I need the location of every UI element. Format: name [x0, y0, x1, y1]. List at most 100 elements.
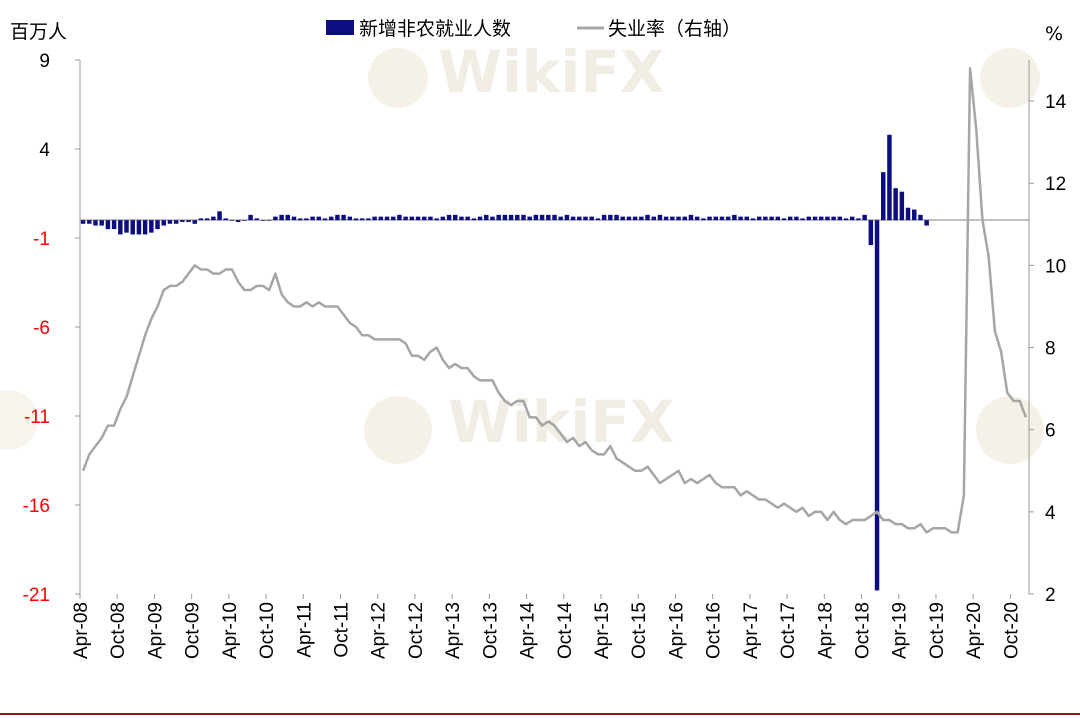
bar: [868, 220, 874, 246]
bar: [918, 214, 923, 221]
bar: [484, 214, 489, 221]
bar: [254, 218, 260, 221]
bar: [645, 214, 650, 221]
x-tick-label: Apr-12: [369, 602, 390, 659]
bar: [335, 214, 340, 221]
bar: [502, 214, 508, 221]
bar: [384, 216, 390, 221]
bar: [899, 191, 905, 221]
bar: [279, 214, 284, 221]
bar: [80, 220, 86, 224]
bar: [310, 216, 315, 221]
bar: [632, 216, 638, 221]
bar: [328, 216, 334, 221]
left-axis-unit: 百万人: [10, 21, 67, 43]
bar: [155, 220, 160, 230]
bar: [490, 216, 495, 221]
left-axis-ticks: 9 4 -1 -6 -11 -16 -21: [23, 51, 80, 606]
bar: [862, 214, 867, 221]
bar: [347, 216, 353, 221]
bar: [149, 220, 154, 233]
bar: [614, 214, 619, 221]
bar: [806, 216, 812, 221]
x-tick-label: Apr-17: [741, 602, 762, 659]
bar: [601, 214, 607, 221]
legend: 新增非农就业人数 失业率（右轴）: [326, 18, 741, 40]
bar: [825, 216, 830, 221]
bar: [725, 216, 731, 221]
bar: [893, 188, 898, 221]
bar: [713, 216, 719, 221]
bar: [260, 220, 266, 221]
bar: [732, 214, 737, 221]
bar: [198, 218, 204, 221]
bar: [409, 216, 415, 221]
x-tick-label: Apr-20: [964, 602, 985, 659]
bar: [359, 218, 365, 221]
x-tick-label: Oct-09: [183, 602, 204, 659]
bar: [453, 214, 458, 221]
bar: [831, 216, 836, 221]
x-tick-label: Oct-10: [257, 602, 278, 659]
bar: [670, 216, 675, 221]
x-tick-label: Apr-13: [443, 602, 464, 659]
bar: [676, 216, 681, 221]
bar: [235, 220, 241, 222]
bar: [304, 218, 309, 221]
bar: [763, 216, 768, 221]
right-axis-unit: %: [1045, 23, 1063, 45]
bar: [521, 214, 526, 221]
bar: [769, 216, 774, 221]
bar: [440, 216, 446, 221]
legend-line-label: 失业率（右轴）: [608, 18, 741, 40]
bar: [378, 216, 384, 221]
bar: [589, 216, 594, 221]
bar: [881, 172, 886, 221]
bar: [608, 214, 613, 221]
bar: [639, 216, 644, 221]
bar: [291, 216, 297, 221]
bar: [787, 216, 793, 221]
bar: [111, 220, 117, 230]
bar: [515, 214, 520, 221]
bar: [738, 216, 743, 221]
x-tick-label: Apr-08: [71, 602, 92, 659]
bar: [924, 220, 929, 226]
bar: [775, 216, 781, 221]
legend-bar-swatch: [326, 20, 354, 35]
x-tick-label: Oct-11: [332, 602, 353, 658]
x-tick-label: Oct-13: [480, 602, 501, 659]
bar: [527, 216, 532, 221]
bar: [694, 216, 700, 221]
bar: [87, 220, 92, 224]
x-tick-label: Apr-18: [815, 602, 836, 659]
right-tick-label: 6: [1045, 421, 1056, 442]
bar: [297, 218, 303, 221]
bar: [167, 220, 173, 224]
watermark-text: WikiFX: [448, 388, 675, 456]
bar: [465, 216, 470, 221]
bar: [595, 218, 601, 221]
bar: [508, 214, 514, 221]
bar: [887, 134, 892, 221]
bar: [583, 216, 588, 221]
bar: [744, 216, 750, 221]
bar: [372, 216, 377, 221]
bar: [546, 214, 551, 221]
bar: [130, 220, 135, 235]
bar: [781, 218, 787, 221]
x-tick-label: Oct-12: [406, 602, 427, 659]
bar: [496, 214, 501, 221]
bar: [651, 216, 656, 221]
bar: [341, 214, 346, 221]
right-tick-label: 12: [1045, 174, 1066, 195]
x-axis-ticks: Apr-08 Oct-08 Apr-09 Oct-09 Apr-10 Oct-10 Oct-…: [71, 594, 1022, 659]
bar: [818, 216, 824, 221]
x-tick-label: Oct-19: [927, 602, 948, 659]
right-tick-label: 14: [1045, 92, 1067, 113]
x-tick-label: Apr-09: [145, 602, 166, 659]
bar: [161, 220, 166, 226]
bar: [390, 216, 396, 221]
left-tick-label: -16: [23, 496, 50, 517]
bar: [539, 214, 545, 221]
